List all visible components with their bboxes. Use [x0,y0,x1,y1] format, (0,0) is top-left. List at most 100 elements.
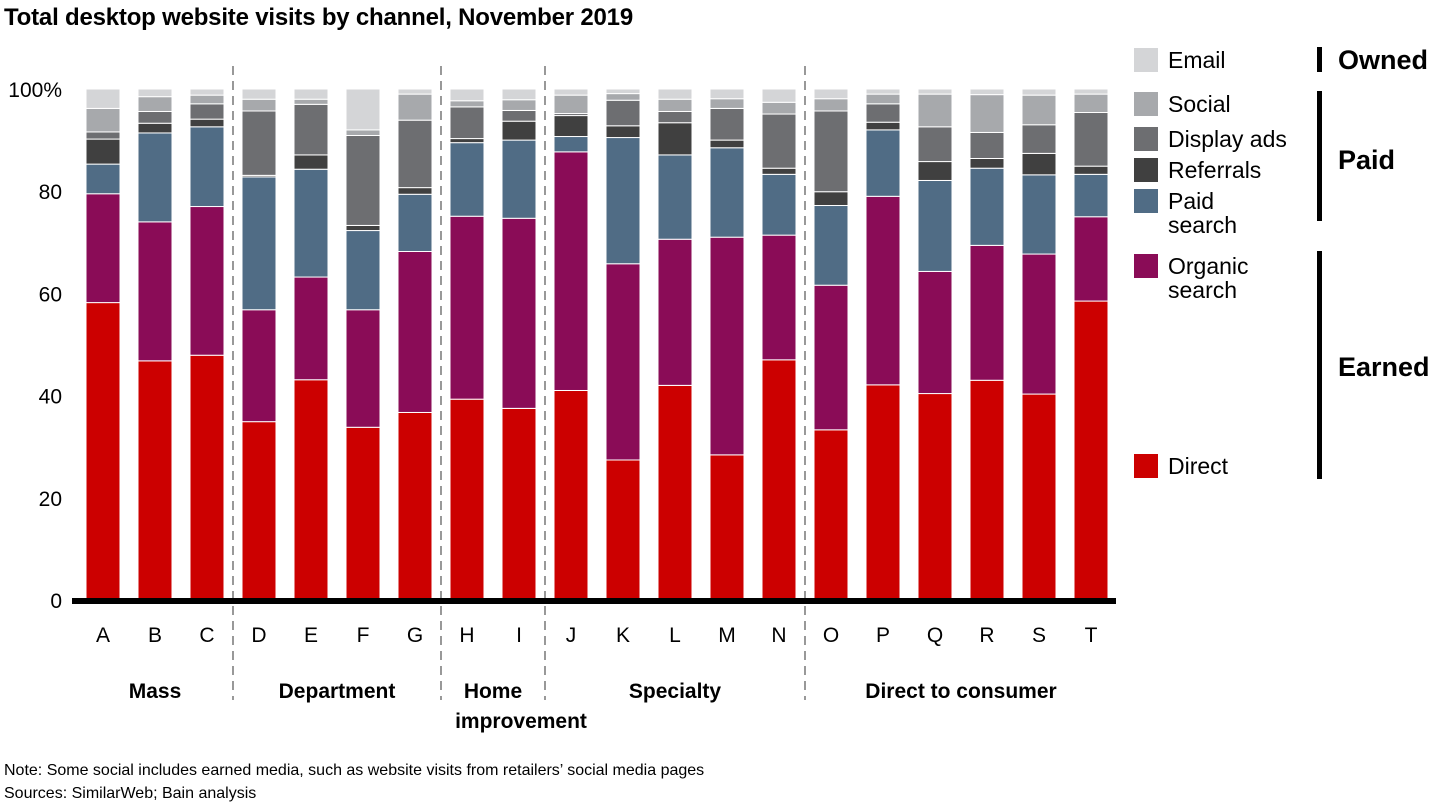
x-tick-label: R [979,624,994,647]
bar-R [969,88,1005,601]
bar-H [449,88,485,601]
bar-segment-R-organic-search [969,244,1005,381]
legend-bracket [1317,47,1322,72]
bar-segment-N-email [761,88,797,103]
group-dividers [232,66,806,700]
bar-segment-I-display-ads [501,109,537,122]
bar-segment-E-referrals [293,154,329,170]
bar-segment-R-display-ads [969,131,1005,159]
bar-N [761,88,797,601]
x-tick-label: S [1032,624,1046,647]
bar-D [241,88,277,601]
bar-segment-S-organic-search [1021,253,1057,395]
bar-segment-A-social [85,107,121,133]
x-tick-label: F [357,624,370,647]
bar-segment-E-direct [293,379,329,601]
bar-segment-Q-direct [917,393,953,601]
bar-segment-D-display-ads [241,110,277,176]
bar-segment-M-direct [709,454,745,601]
x-tick-label: J [566,624,577,647]
bar-segment-G-organic-search [397,250,433,413]
bar-segment-P-paid-search [865,129,901,197]
bar-segment-P-social [865,93,901,105]
bar-segment-C-direct [189,354,225,601]
legend-swatch [1134,189,1158,213]
y-tick-label: 40 [39,386,62,409]
bar-segment-M-paid-search [709,147,745,238]
bar-segment-S-referrals [1021,152,1057,176]
bar-segment-B-display-ads [137,110,173,124]
group-label: Home [464,680,522,703]
bar-segment-M-social [709,98,745,109]
bar-segment-O-paid-search [813,205,849,286]
bar-segment-A-referrals [85,138,121,165]
x-tick-label: K [616,624,630,647]
legend-label: Referrals [1168,157,1261,183]
bar-segment-S-paid-search [1021,174,1057,255]
bar-segment-F-paid-search [345,230,381,311]
legend-swatch [1134,158,1158,182]
bar-segment-L-organic-search [657,238,693,386]
bar-segment-K-organic-search [605,263,641,461]
bars-layer [85,88,1109,601]
bar-segment-E-paid-search [293,168,329,278]
legend-bracket-label: Owned [1338,45,1428,75]
legend-label: Organic [1168,253,1249,279]
bar-segment-O-direct [813,429,849,601]
chart-sources: Sources: SimilarWeb; Bain analysis [4,785,257,802]
bar-segment-M-email [709,88,745,100]
bar-segment-R-referrals [969,157,1005,169]
bar-segment-L-referrals [657,122,693,156]
bar-segment-J-direct [553,389,589,601]
bar-segment-F-organic-search [345,309,381,428]
x-tick-label: A [96,624,110,647]
bar-segment-N-referrals [761,167,797,175]
bar-segment-F-display-ads [345,135,381,226]
bar-segment-I-email [501,88,537,101]
legend-swatch [1134,92,1158,116]
x-tick-label: E [304,624,318,647]
bar-segment-D-direct [241,421,277,601]
bar-segment-N-paid-search [761,173,797,236]
bar-segment-I-direct [501,407,537,601]
bar-segment-S-direct [1021,393,1057,601]
bar-segment-R-paid-search [969,167,1005,246]
bar-B [137,88,173,601]
bar-segment-H-direct [449,398,485,601]
bar-J [553,88,589,601]
y-tick-label: 80 [39,181,62,204]
bar-segment-H-paid-search [449,142,485,217]
bar-segment-K-paid-search [605,137,641,265]
bar-segment-H-display-ads [449,106,485,140]
bar-segment-P-referrals [865,121,901,131]
bar-segment-R-direct [969,379,1005,601]
bar-segment-O-email [813,88,849,100]
legend-label: Email [1168,47,1226,73]
bar-segment-O-referrals [813,191,849,207]
bar-segment-Q-organic-search [917,270,953,395]
bar-T [1073,88,1109,601]
bar-O [813,88,849,601]
bar-segment-C-referrals [189,118,225,128]
bar-segment-H-email [449,88,485,102]
legend-bracket-label: Paid [1338,145,1395,175]
bar-segment-G-email [397,88,433,95]
bar-segment-B-organic-search [137,221,173,362]
bar-segment-M-referrals [709,139,745,149]
bar-segment-M-display-ads [709,107,745,141]
bar-segment-I-referrals [501,120,537,141]
bar-C [189,88,225,601]
y-tick-label: 100% [8,79,62,102]
bar-segment-L-paid-search [657,154,693,240]
y-tick-label: 60 [39,283,62,306]
bar-segment-S-social [1021,94,1057,126]
bar-segment-E-social [293,98,329,105]
bar-segment-A-display-ads [85,131,121,140]
bar-segment-R-social [969,94,1005,133]
x-tick-label: L [669,624,681,647]
y-tick-label: 20 [39,488,62,511]
bar-segment-A-organic-search [85,193,121,304]
bar-segment-P-display-ads [865,103,901,123]
